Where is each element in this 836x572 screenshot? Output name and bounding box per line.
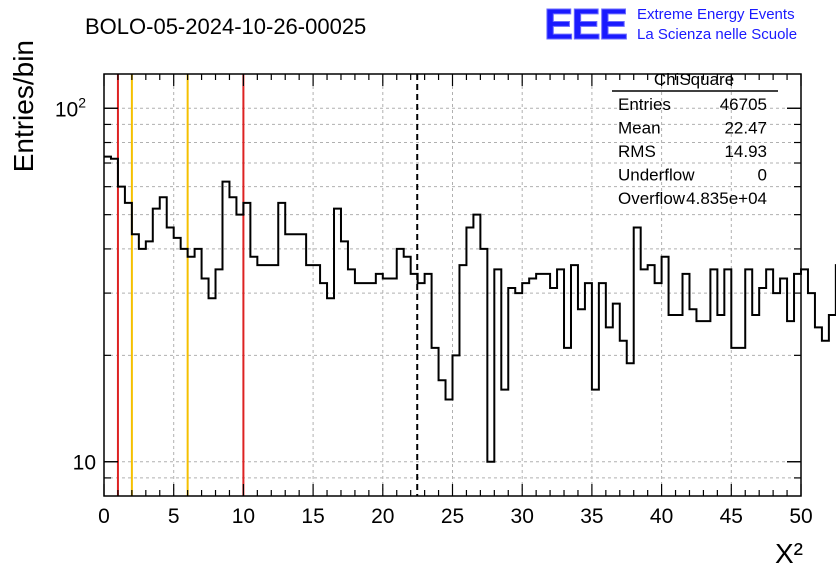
x-tick-label: 50 <box>789 505 812 528</box>
y-tick-label: 10 <box>73 452 96 475</box>
y-axis-label: Entries/bin <box>8 40 39 172</box>
stats-value: 22.47 <box>724 119 767 138</box>
logo: EEE Extreme Energy Events La Scienza nel… <box>544 0 798 50</box>
stats-label: Entries <box>618 95 671 114</box>
stats-rows: Entries 46705 Mean 22.47 RMS 14.93 Underflow 0 O… <box>618 95 767 208</box>
chart-title: BOLO-05-2024-10-26-00025 <box>85 14 366 39</box>
x-tick-label: 5 <box>168 505 180 528</box>
y-tick-label: 102 <box>55 94 86 121</box>
stats-label: Mean <box>618 119 661 138</box>
logo-line-1: Extreme Energy Events <box>637 6 795 23</box>
stats-label: Underflow <box>618 166 695 185</box>
marker-lines <box>116 74 419 496</box>
stats-value: 14.93 <box>724 142 767 161</box>
logo-mark: EEE <box>544 0 627 49</box>
stats-label: RMS <box>618 142 656 161</box>
axis-ticks: 0 5 10 15 20 25 30 35 40 45 50 10 102 <box>55 74 813 528</box>
histogram-series <box>104 155 836 463</box>
x-tick-label: 0 <box>98 505 110 528</box>
x-tick-label: 30 <box>511 505 534 528</box>
stats-value: 46705 <box>720 95 767 114</box>
x-tick-label: 25 <box>441 505 464 528</box>
x-tick-label: 10 <box>232 505 255 528</box>
stats-title: ChiSquare <box>654 70 734 89</box>
stats-label: Overflow <box>618 189 686 208</box>
x-axis-label: Χ² <box>775 538 803 569</box>
x-tick-label: 35 <box>580 505 603 528</box>
x-tick-label: 45 <box>720 505 743 528</box>
stats-value: 4.835e+04 <box>686 189 767 208</box>
stats-value: 0 <box>758 166 767 185</box>
x-tick-label: 40 <box>650 505 673 528</box>
stats-box: ChiSquare Entries 46705 Mean 22.47 RMS 14.93 U… <box>612 70 778 208</box>
x-tick-label: 15 <box>301 505 324 528</box>
x-tick-label: 20 <box>371 505 394 528</box>
logo-line-2: La Scienza nelle Scuole <box>637 26 797 43</box>
